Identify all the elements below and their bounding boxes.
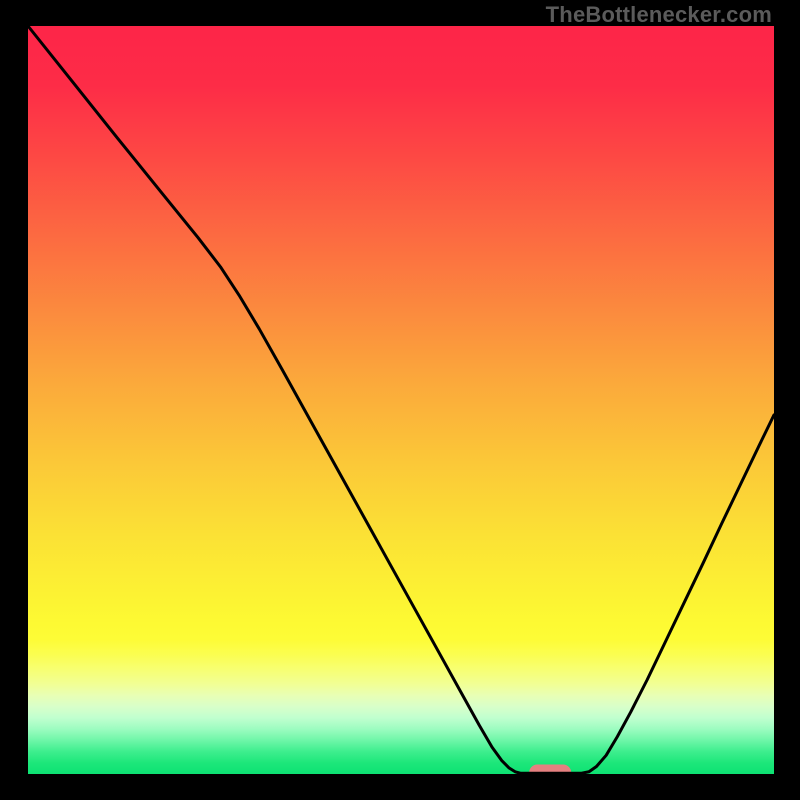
frame-border-right [774,0,800,800]
chart-background-gradient [28,26,774,774]
watermark-text: TheBottlenecker.com [546,2,772,28]
frame-border-left [0,0,28,800]
bottleneck-chart [0,0,800,800]
frame-border-bottom [0,774,800,800]
